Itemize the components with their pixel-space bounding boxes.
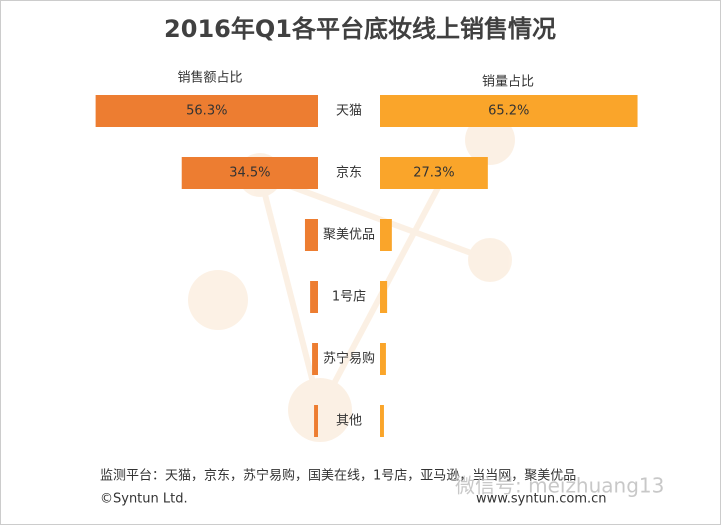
value-label: 56.3% <box>186 104 227 119</box>
bar <box>181 157 318 189</box>
bar <box>380 219 392 251</box>
bar <box>312 343 318 375</box>
bar <box>380 281 388 313</box>
value-label: 27.3% <box>413 166 454 181</box>
chart-title: 2016年Q1各平台底妆线上销售情况 <box>164 15 556 43</box>
bar <box>304 219 318 251</box>
bar <box>314 405 318 437</box>
category-label: 聚美优品 <box>323 228 375 243</box>
category-label: 苏宁易购 <box>323 351 375 367</box>
value-label: 34.5% <box>229 166 270 181</box>
value-label: 65.2% <box>488 104 529 119</box>
bar <box>310 281 318 313</box>
category-label: 其他 <box>336 414 362 429</box>
watermark: 微信号: meizhuang13 <box>455 474 664 498</box>
category-label: 天猫 <box>336 104 362 119</box>
category-label: 京东 <box>336 166 362 181</box>
category-label: 1号店 <box>332 290 366 305</box>
copyright: ©Syntun Ltd. <box>100 492 188 507</box>
bar <box>380 157 488 189</box>
bar <box>380 343 386 375</box>
bar <box>380 405 384 437</box>
bar <box>380 95 638 127</box>
legend-right: 销量占比 <box>482 75 534 90</box>
website: www.syntun.com.cn <box>476 492 607 507</box>
footnote: 监测平台：天猫，京东，苏宁易购，国美在线，1号店，亚马逊，当当网，聚美优品 <box>100 468 576 484</box>
legend-left: 销售额占比 <box>177 70 242 86</box>
bar <box>95 95 319 127</box>
